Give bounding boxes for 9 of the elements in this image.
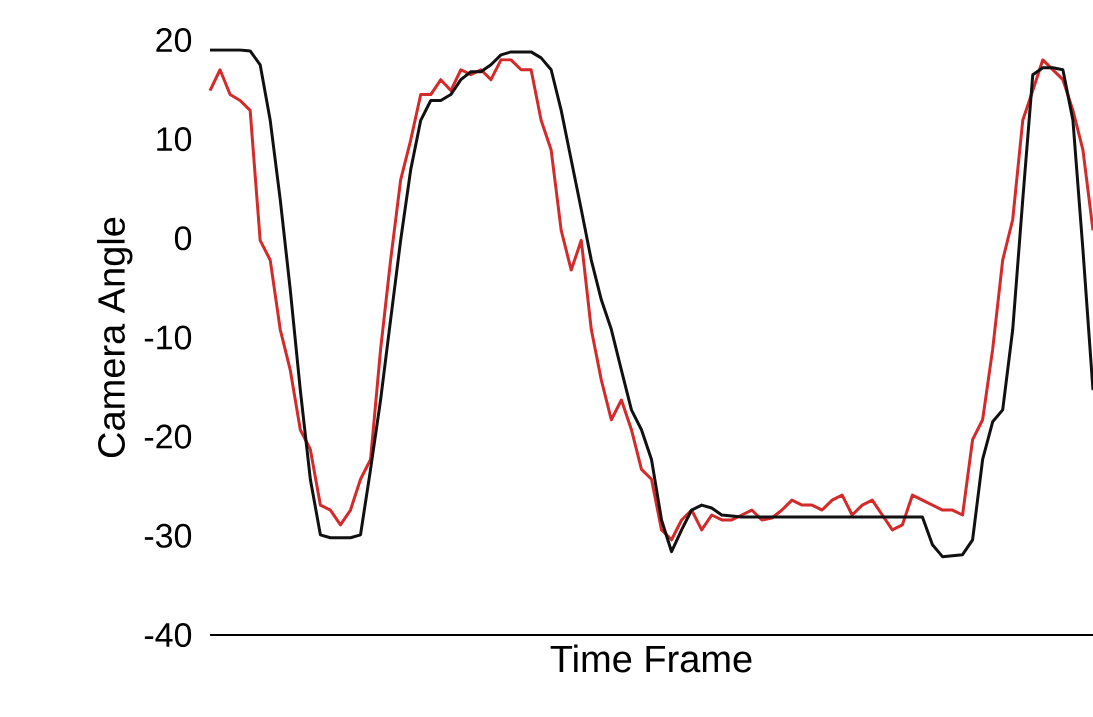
y-tick-label: -20 bbox=[144, 424, 192, 449]
y-tick-label: 0 bbox=[174, 226, 192, 251]
y-tick-label: -40 bbox=[144, 622, 192, 648]
x-axis-title: Time Frame bbox=[550, 644, 752, 673]
y-axis-title: Camera Angle bbox=[97, 217, 133, 458]
y-tick-label: 20 bbox=[156, 27, 192, 53]
y-tick-label: -10 bbox=[144, 325, 192, 350]
y-tick-label: -30 bbox=[144, 523, 192, 548]
y-tick-label: 10 bbox=[157, 127, 192, 152]
